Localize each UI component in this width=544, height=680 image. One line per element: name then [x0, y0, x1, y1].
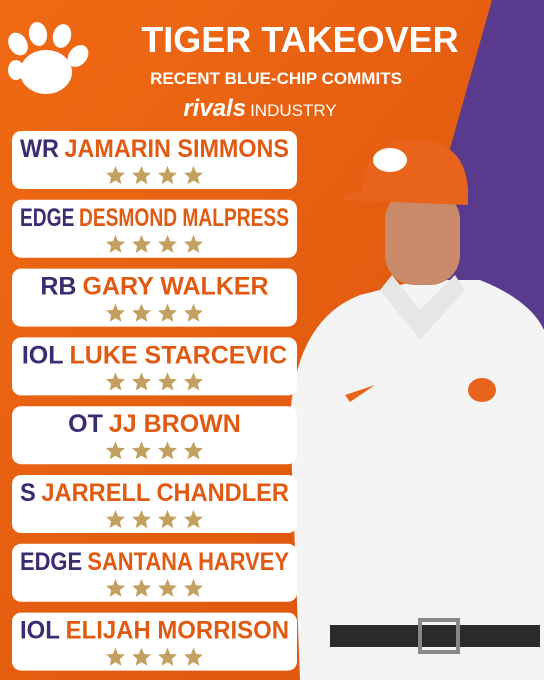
brand-suffix: INDUSTRY — [250, 101, 337, 120]
star — [132, 578, 151, 597]
player-card: OT JJ BROWN — [12, 406, 297, 465]
star — [184, 166, 203, 185]
position: WR — [20, 135, 59, 163]
star — [132, 234, 151, 253]
card-background — [12, 406, 297, 465]
player-name: JARRELL CHANDLER — [41, 479, 289, 507]
star — [184, 647, 203, 666]
player-card: IOL LUKE STARCEVIC — [12, 337, 297, 396]
position: IOL — [22, 341, 64, 369]
star — [184, 510, 203, 529]
card-background — [12, 612, 297, 671]
player-line: IOL ELIJAH MORRISON — [20, 617, 289, 645]
player-name: LUKE STARCEVIC — [70, 341, 288, 369]
player-name: JJ BROWN — [109, 410, 241, 438]
position: IOL — [20, 617, 60, 645]
star — [132, 510, 151, 529]
star — [106, 372, 125, 391]
star — [158, 441, 177, 460]
star — [132, 441, 151, 460]
position: EDGE — [20, 204, 74, 232]
player-line: RB GARY WALKER — [40, 273, 268, 301]
star — [184, 303, 203, 322]
star — [184, 441, 203, 460]
star — [106, 510, 125, 529]
player-name: JAMARIN SIMMONS — [65, 135, 289, 163]
player-line: S JARRELL CHANDLER — [20, 479, 289, 507]
star — [106, 303, 125, 322]
player-card: IOL ELIJAH MORRISON — [12, 612, 297, 671]
card-background — [12, 475, 297, 533]
player-card: RB GARY WALKER — [12, 268, 297, 327]
star — [158, 303, 177, 322]
player-card: WR JAMARIN SIMMONS — [12, 131, 297, 189]
card-background — [12, 199, 297, 258]
star — [106, 166, 125, 185]
star — [158, 647, 177, 666]
player-line: EDGESANTANA HARVEY — [20, 548, 289, 576]
coach-photo — [290, 140, 544, 680]
card-background — [12, 337, 297, 396]
player-name: SANTANA HARVEY — [87, 548, 289, 576]
star — [106, 441, 125, 460]
star — [184, 234, 203, 253]
position: OT — [68, 410, 103, 438]
player-name: GARY WALKER — [82, 273, 268, 301]
subtitle: RECENT BLUE-CHIP COMMITS — [150, 69, 402, 88]
player-line: IOL LUKE STARCEVIC — [22, 341, 287, 369]
star — [158, 166, 177, 185]
player-line: EDGEDESMOND MALPRESS — [20, 204, 289, 232]
title: TIGER TAKEOVER — [141, 19, 458, 60]
player-name: DESMOND MALPRESS — [79, 204, 289, 232]
paw-logo — [8, 22, 89, 94]
player-name: ELIJAH MORRISON — [66, 617, 289, 645]
star — [132, 372, 151, 391]
player-card: EDGESANTANA HARVEY — [12, 543, 297, 602]
card-background — [12, 268, 297, 327]
player-card: S JARRELL CHANDLER — [12, 475, 297, 533]
position: RB — [40, 273, 76, 301]
star — [158, 372, 177, 391]
brand: rivals — [183, 95, 246, 122]
star — [106, 578, 125, 597]
player-line: WR JAMARIN SIMMONS — [20, 135, 289, 163]
position: S — [20, 479, 36, 507]
brand-line: rivals INDUSTRY — [183, 95, 336, 122]
star — [158, 510, 177, 529]
star — [106, 647, 125, 666]
star — [184, 372, 203, 391]
card-background — [12, 131, 297, 189]
star — [184, 578, 203, 597]
position: EDGE — [20, 548, 82, 576]
player-card: EDGEDESMOND MALPRESS — [12, 199, 297, 258]
star — [158, 234, 177, 253]
card-background — [12, 543, 297, 602]
star — [132, 303, 151, 322]
player-line: OT JJ BROWN — [68, 410, 241, 438]
star — [132, 166, 151, 185]
star — [158, 578, 177, 597]
star — [106, 234, 125, 253]
star — [132, 647, 151, 666]
